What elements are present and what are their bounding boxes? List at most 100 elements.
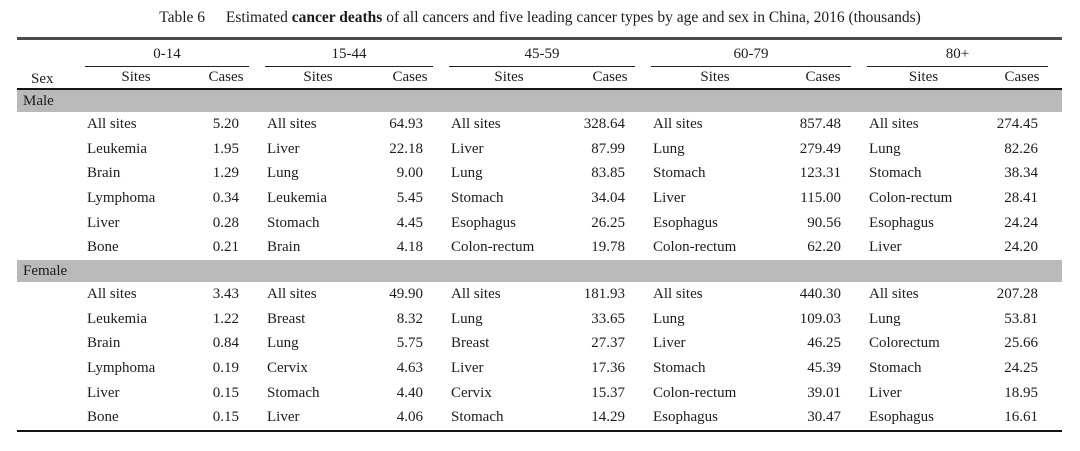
cases-cell: 181.93 — [583, 285, 625, 302]
sex-column-header: Sex — [17, 38, 83, 90]
site-cell: Lung — [653, 310, 685, 327]
sex-spacer-cell — [17, 211, 83, 236]
cases-subheader: Cases — [982, 67, 1062, 90]
site-cell: Stomach — [869, 165, 922, 182]
cases-cell: 17.36 — [591, 360, 625, 377]
sites-subheader: Sites — [263, 67, 373, 90]
cases-cell: 39.01 — [807, 384, 841, 401]
site-cell: Lung — [869, 310, 901, 327]
site-cell: All sites — [267, 115, 317, 132]
site-cell: Stomach — [267, 384, 320, 401]
site-cell: Liver — [653, 335, 686, 352]
site-cell: Liver — [267, 140, 300, 157]
cases-cell: 28.41 — [1004, 189, 1038, 206]
section-band-male: Male — [17, 89, 1062, 112]
site-cell: Colon-rectum — [653, 384, 737, 401]
cases-cell: 27.37 — [591, 335, 625, 352]
cases-cell: 0.34 — [212, 189, 239, 206]
age-group-label: 15-44 — [265, 46, 433, 67]
table-row: Brain 0.84 Lung 5.75 Breast 27.37 Liver 46.2… — [17, 332, 1062, 357]
cases-cell: 1.29 — [212, 165, 239, 182]
cases-cell: 34.04 — [591, 189, 625, 206]
table-row: Bone 0.21 Brain 4.18 Colon-rectum 19.78 Col… — [17, 235, 1062, 260]
cases-cell: 87.99 — [591, 140, 625, 157]
cases-cell: 4.45 — [396, 214, 423, 231]
cases-cell: 53.81 — [1004, 310, 1038, 327]
table-caption: Table 6 Estimated cancer deaths of all c… — [0, 0, 1080, 37]
site-cell: Esophagus — [865, 405, 982, 433]
cases-cell: 9.00 — [396, 165, 423, 182]
cases-cell: 15.37 — [591, 384, 625, 401]
site-cell: Esophagus — [653, 214, 718, 231]
sites-subheader: Sites — [83, 67, 189, 90]
cases-cell: 115.00 — [800, 189, 841, 206]
site-cell: Liver — [653, 189, 686, 206]
site-cell: Lymphoma — [87, 189, 156, 206]
sex-spacer-cell — [17, 186, 83, 211]
cases-cell: 18.95 — [1004, 384, 1038, 401]
site-cell: Leukemia — [87, 310, 147, 327]
cases-cell: 14.29 — [571, 405, 649, 433]
site-cell: Breast — [267, 310, 306, 327]
cases-cell: 440.30 — [799, 285, 841, 302]
site-cell: All sites — [267, 285, 317, 302]
cases-cell: 0.84 — [212, 335, 239, 352]
section-label: Male — [17, 89, 1062, 112]
table-row: Lymphoma 0.19 Cervix 4.63 Liver 17.36 Stoma… — [17, 356, 1062, 381]
cases-cell: 207.28 — [996, 285, 1038, 302]
site-cell: Lung — [451, 310, 483, 327]
cases-cell: 3.43 — [212, 285, 239, 302]
cases-cell: 90.56 — [807, 214, 841, 231]
site-cell: Stomach — [447, 405, 571, 433]
site-cell: All sites — [451, 115, 501, 132]
site-cell: All sites — [451, 285, 501, 302]
site-cell: Lung — [869, 140, 901, 157]
sex-spacer-cell — [17, 381, 83, 406]
caption-text-bold: cancer deaths — [291, 9, 383, 26]
site-cell: Lung — [267, 165, 299, 182]
site-cell: Lung — [653, 140, 685, 157]
table-row: Leukemia 1.95 Liver 22.18 Liver 87.99 Lung 2… — [17, 137, 1062, 162]
cases-cell: 0.15 — [212, 384, 239, 401]
caption-text-pre: Estimated — [225, 9, 288, 26]
cases-cell: 328.64 — [583, 115, 625, 132]
table-row: All sites 5.20 All sites 64.93 All sites 32… — [17, 112, 1062, 137]
cases-cell: 49.90 — [389, 285, 423, 302]
site-cell: All sites — [869, 285, 919, 302]
table-row: Leukemia 1.22 Breast 8.32 Lung 33.65 Lung 10… — [17, 307, 1062, 332]
site-cell: Liver — [869, 384, 902, 401]
cancer-deaths-table: Sex 0-14 15-44 45-59 60-79 80+ Sites Cas… — [17, 37, 1062, 433]
age-group-header-15-44: 15-44 — [263, 39, 447, 67]
table-row: Liver 0.15 Stomach 4.40 Cervix 15.37 Colon-… — [17, 381, 1062, 406]
sex-spacer-cell — [17, 405, 83, 433]
sex-spacer-cell — [17, 332, 83, 357]
cases-subheader: Cases — [189, 67, 263, 90]
site-cell: Stomach — [267, 214, 320, 231]
site-cell: Breast — [451, 335, 490, 352]
section-band-female: Female — [17, 260, 1062, 283]
site-cell: Stomach — [869, 360, 922, 377]
age-group-label: 60-79 — [651, 46, 851, 67]
site-cell: Stomach — [653, 165, 706, 182]
cases-cell: 30.47 — [781, 405, 865, 433]
cases-cell: 5.75 — [396, 335, 423, 352]
table-number: Table 6 — [159, 9, 206, 26]
cases-cell: 24.25 — [1004, 360, 1038, 377]
cases-cell: 857.48 — [799, 115, 841, 132]
sex-spacer-cell — [17, 112, 83, 137]
cases-cell: 38.34 — [1004, 165, 1038, 182]
site-cell: Colorectum — [869, 335, 940, 352]
age-group-header-80plus: 80+ — [865, 39, 1062, 67]
table-row: All sites 3.43 All sites 49.90 All sites 18… — [17, 282, 1062, 307]
cases-cell: 26.25 — [591, 214, 625, 231]
table-row: Bone 0.15 Liver 4.06 Stomach 14.29 Esophagu… — [17, 405, 1062, 433]
sex-spacer-cell — [17, 307, 83, 332]
cases-cell: 45.39 — [807, 360, 841, 377]
table-row: Lymphoma 0.34 Leukemia 5.45 Stomach 34.04 L… — [17, 186, 1062, 211]
site-cell: Liver — [869, 239, 902, 256]
section-label: Female — [17, 260, 1062, 283]
site-cell: Brain — [87, 165, 121, 182]
cases-subheader: Cases — [781, 67, 865, 90]
sites-subheader: Sites — [649, 67, 781, 90]
